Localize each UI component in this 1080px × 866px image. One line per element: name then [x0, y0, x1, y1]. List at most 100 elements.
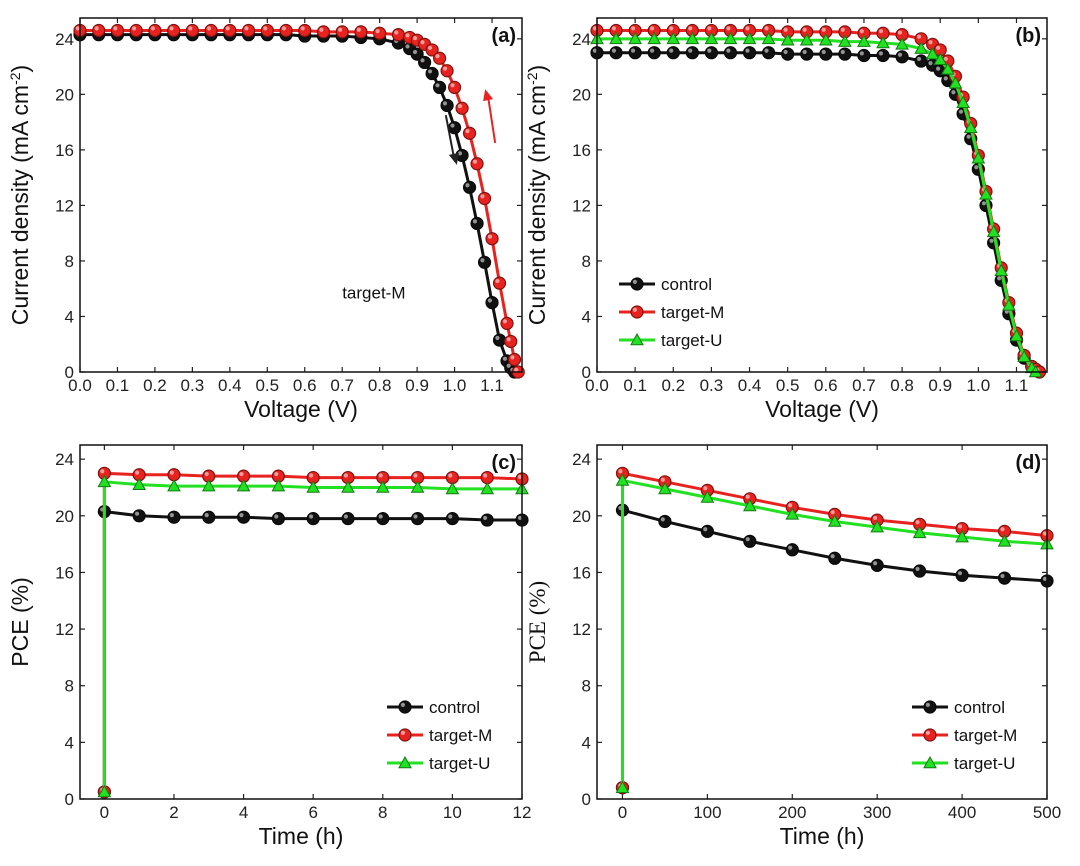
arrow-down-line: [444, 114, 455, 158]
data-point: [914, 54, 928, 68]
data-point: [440, 98, 454, 113]
data-point-highlight: [943, 76, 948, 81]
data-point-highlight: [510, 355, 515, 360]
panel-label: (b): [1015, 25, 1041, 47]
data-point-highlight: [472, 159, 478, 164]
data-point: [480, 513, 494, 527]
legend-item-target-U: target-U: [619, 331, 722, 350]
legend-marker: [630, 305, 644, 319]
plot-frame: [79, 444, 523, 800]
y-tick-label: 24: [55, 30, 74, 49]
x-tick-label: 200: [778, 803, 806, 822]
data-point: [925, 47, 940, 60]
x-axis-label: Time (h): [780, 823, 865, 849]
x-tick-label: 400: [948, 803, 976, 822]
data-point: [462, 180, 477, 194]
data-point-highlight: [821, 49, 826, 55]
data-point: [742, 31, 757, 45]
data-point: [341, 480, 355, 493]
data-point: [700, 524, 714, 538]
data-point-highlight: [427, 45, 433, 50]
data-point-highlight: [1000, 527, 1005, 532]
data-point: [827, 514, 842, 527]
y-tick-label: 0: [65, 363, 74, 382]
data-point: [470, 157, 484, 171]
series-line-1: [73, 23, 525, 379]
data-point-highlight: [830, 510, 835, 515]
y-tick-label: 4: [65, 733, 74, 752]
data-point-highlight: [669, 26, 674, 31]
plot-frame: [79, 17, 523, 373]
legend-marker-highlight: [400, 730, 405, 736]
data-point-highlight: [745, 26, 750, 31]
data-point-highlight: [356, 27, 361, 32]
y-tick-label: 20: [572, 507, 591, 526]
data-point-highlight: [427, 69, 433, 74]
data-point-highlight: [1042, 531, 1047, 536]
y-tick-label: 20: [55, 507, 74, 526]
data-point-highlight: [726, 48, 731, 53]
data-point: [167, 510, 181, 524]
legend-item-control: control: [619, 275, 712, 294]
data-point: [306, 512, 320, 526]
data-point-highlight: [517, 474, 523, 479]
legend-marker: [923, 728, 937, 742]
x-axis-label: Time (h): [259, 823, 344, 849]
data-point-highlight: [951, 90, 956, 95]
data-point-highlight: [788, 545, 793, 550]
data-point-highlight: [378, 514, 383, 519]
series-control: [590, 46, 1046, 379]
x-tick-label: 0.8: [368, 376, 392, 395]
data-point-highlight: [502, 319, 508, 324]
data-point: [914, 41, 929, 54]
data-point-highlight: [506, 337, 511, 342]
data-point-highlight: [472, 219, 478, 224]
y-tick-label: 12: [572, 196, 591, 215]
data-point: [870, 520, 885, 533]
x-tick-label: 0.7: [852, 376, 876, 395]
series-line: [620, 508, 1048, 788]
plot-frame: [596, 17, 1048, 373]
data-point-highlight: [413, 473, 418, 478]
data-point: [432, 80, 447, 95]
data-point-highlight: [618, 469, 623, 474]
legend-item-target-M: target-M: [619, 303, 724, 322]
y-axis-label: PCE (%): [7, 577, 33, 666]
arrow-up-head: [483, 89, 494, 102]
series-control: [615, 503, 1054, 795]
data-point: [271, 479, 286, 492]
x-tick-label: 1.0: [443, 376, 467, 395]
y-tick-label: 20: [55, 85, 74, 104]
data-point-highlight: [592, 26, 598, 31]
x-tick-label: 0: [618, 803, 627, 822]
data-point-highlight: [448, 473, 453, 478]
data-point-highlight: [134, 470, 140, 475]
data-point: [485, 232, 499, 246]
x-tick-label: 0.0: [585, 376, 609, 395]
annotation-target-m: target-M: [342, 283, 405, 302]
data-point-highlight: [788, 503, 793, 508]
data-point-highlight: [378, 473, 383, 478]
data-point-highlight: [989, 238, 994, 243]
data-point: [781, 47, 795, 61]
data-point-highlight: [420, 58, 425, 63]
y-tick-label: 12: [55, 196, 74, 215]
x-tick-label: 0.3: [700, 376, 724, 395]
x-tick-label: 0.8: [890, 376, 914, 395]
data-point: [963, 120, 978, 133]
data-point: [615, 473, 630, 486]
data-point-highlight: [783, 49, 788, 55]
data-point: [704, 31, 719, 45]
data-point-highlight: [100, 469, 105, 474]
data-point-highlight: [375, 29, 380, 34]
data-point: [723, 46, 738, 60]
data-point-highlight: [308, 514, 314, 519]
series-line: [620, 471, 1048, 788]
data-point: [425, 66, 439, 81]
x-tick-label: 0.6: [293, 376, 317, 395]
data-point: [507, 352, 522, 367]
data-point-highlight: [936, 45, 941, 50]
panel-label: (d): [1015, 452, 1041, 474]
x-tick-label: 0.6: [814, 376, 838, 395]
data-point-highlight: [465, 183, 470, 188]
